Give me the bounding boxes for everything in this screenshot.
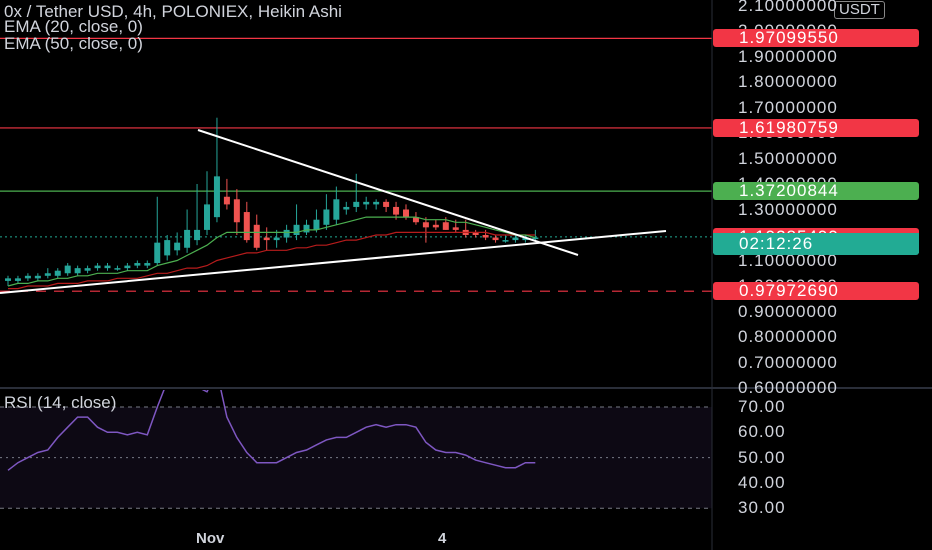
candle-body [24,275,31,279]
candle-body [204,204,210,230]
candle-body [243,212,250,241]
time-label-4: 4 [438,530,447,547]
candle-body [283,229,290,238]
currency-button[interactable]: USDT [834,1,885,19]
price-level-tag: 1.37200844 [713,182,919,201]
price-axis-tick: 1.70000000 [738,97,838,117]
candle-body [303,224,310,233]
candle-body [184,229,191,248]
candle-body [512,237,519,241]
candle-body [383,201,390,207]
ema20-line [7,216,536,287]
candle-body [532,237,539,240]
candle-body [164,240,171,256]
ema50-legend[interactable]: EMA (50, close, 0) [4,34,143,53]
candle-body [432,224,439,228]
candle-body [114,268,121,270]
symbol-legend[interactable]: 0x / Tether USD, 4h, POLONIEX, Heikin As… [4,2,342,21]
candle-body [253,224,260,248]
rsi-axis-tick: 40.00 [738,472,786,492]
candle-body [134,263,141,266]
candle-body [213,176,220,218]
candle-body [54,270,61,276]
descending-trendline [197,129,579,256]
candle-body [472,232,479,235]
candle-body [422,222,429,228]
candle-body [363,201,370,205]
rsi-line [7,390,536,471]
ema50-line [8,231,536,290]
price-axis-tick: 1.30000000 [738,199,838,219]
candle-body [44,273,51,276]
candle-body [104,265,111,269]
price-axis-tick: 1.50000000 [738,148,838,168]
candle-body [482,235,489,238]
candle-body [373,201,380,205]
bar-countdown: 02:12:26 [713,233,919,255]
candle-body [412,217,419,223]
time-label-nov: Nov [196,530,225,547]
candle-body [14,278,21,281]
rsi-axis-tick: 60.00 [738,422,786,442]
candle-body [154,242,161,264]
candle-body [94,265,101,269]
candle-body [223,196,230,205]
price-axis-tick: 0.60000000 [738,378,838,397]
price-level-tag: 1.97099550 [713,29,919,48]
candle-body [34,275,41,279]
ascending-trendline [0,230,667,294]
candle-body [194,229,201,241]
candle-body [273,237,280,241]
candle-body [293,224,300,235]
candle-body [233,199,240,223]
candle-body [502,240,509,242]
candle-body [144,263,151,266]
price-level-tag: 1.61980759 [713,118,919,137]
price-axis-tick: 0.70000000 [738,352,838,372]
candle-body [333,199,340,220]
candle-body [403,209,409,218]
candle-body [452,227,459,230]
price-level-tag: 0.97972690 [713,282,919,301]
rsi-axis-tick: 50.00 [738,447,786,467]
candle-body [353,201,360,207]
candle-body [124,265,131,269]
candle-body [393,206,400,215]
price-pane[interactable] [0,37,712,294]
candle-body [492,237,499,241]
rsi-legend[interactable]: RSI (14, close) [4,393,117,412]
candle-body [313,219,320,230]
candle-body [5,278,11,281]
price-axis-tick: 1.10000000 [738,250,838,270]
candle-body [84,268,91,271]
price-axis-tick: 0.80000000 [738,327,838,346]
candle-body [64,265,71,274]
price-axis-tick: 0.90000000 [738,301,838,321]
price-axis-tick: 2.10000000 [738,0,838,15]
candle-body [522,237,529,241]
candle-body [343,206,350,210]
candle-body [323,209,330,225]
candle-body [174,242,181,251]
candle-body [74,268,81,274]
rsi-pane[interactable] [0,362,712,509]
ema20-legend[interactable]: EMA (20, close, 0) [4,17,143,36]
candle-body [263,237,270,241]
price-axis-tick: 1.90000000 [738,46,838,66]
price-axis-tick: 1.80000000 [738,72,838,91]
rsi-axis-tick: 30.00 [738,498,786,518]
rsi-axis-tick: 70.00 [738,397,786,416]
candle-body [442,222,449,230]
